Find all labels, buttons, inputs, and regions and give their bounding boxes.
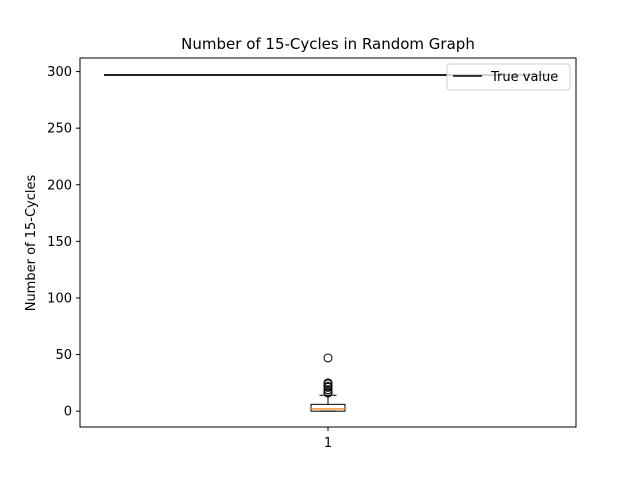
y-tick-label-0: 0 (64, 405, 72, 420)
y-tick-label-200: 200 (47, 178, 72, 193)
outlier-point-7 (323, 353, 333, 363)
outlier-point-4 (323, 381, 333, 391)
chart-title: Number of 15-Cycles in Random Graph (181, 35, 475, 53)
plot-area (104, 74, 552, 412)
outlier-point-2 (323, 385, 333, 395)
axes-frame (79, 57, 577, 428)
y-tick-label-150: 150 (47, 235, 72, 250)
y-tick-label-100: 100 (47, 291, 72, 306)
box-iqr (310, 403, 346, 412)
legend-box (446, 63, 571, 91)
legend: True value (446, 63, 571, 91)
y-tick-label-300: 300 (47, 65, 72, 80)
legend-true-value-label: True value (490, 70, 558, 85)
outlier-point-6 (323, 378, 333, 388)
x-tick-label-1: 1 (324, 436, 332, 451)
y-axis-label: Number of 15-Cycles (24, 175, 39, 312)
y-tick-label-250: 250 (47, 122, 72, 137)
y-tick-label-50: 50 (55, 348, 72, 363)
